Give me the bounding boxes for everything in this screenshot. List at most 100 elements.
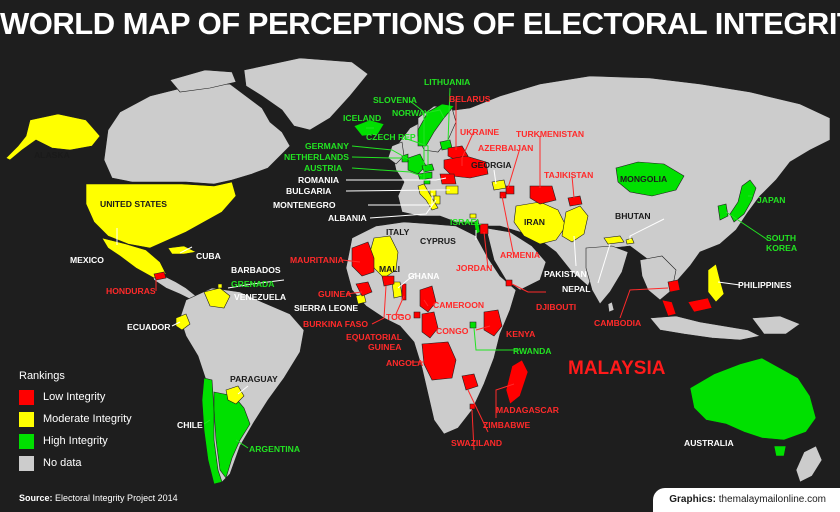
label-turkmenistan: TURKMENISTAN [516,129,584,139]
label-norway: NORWAY [392,108,430,118]
label-congo: CONGO [436,326,469,336]
new-zealand-shape [795,445,823,483]
credit-prefix: Graphics: [669,494,716,505]
label-equatorial-guinea-2: GUINEA [368,342,401,352]
label-burkina-faso: BURKINA FASO [303,319,368,329]
label-alaska: ALASKA [34,150,70,160]
label-swaziland: SWAZILAND [451,438,502,448]
cyprus-shape [469,213,477,219]
label-iceland: ICELAND [343,113,381,123]
label-japan: JAPAN [757,195,786,205]
label-azerbaijan: AZERBAIJAN [478,143,533,153]
label-cambodia: CAMBODIA [594,318,641,328]
equatorial-guinea-shape [413,311,421,319]
united-states-shape [85,181,237,249]
label-paraguay: PARAGUAY [230,374,278,384]
zimbabwe-shape [461,373,479,391]
label-australia: AUSTRALIA [684,438,734,448]
label-bulgaria: BULGARIA [286,186,331,196]
legend-swatch-moderate [19,411,34,427]
legend-item-low: Low Integrity [19,386,132,408]
sri-lanka-shape [607,301,615,313]
label-armenia: ARMENIA [500,250,540,260]
label-jordan: JORDAN [456,263,492,273]
cuba-shape [167,245,197,255]
legend-item-moderate: Moderate Integrity [19,408,132,430]
source-prefix: Source: [19,493,53,503]
label-sierra-leone: SIERRA LEONE [294,303,358,313]
legend-label-moderate: Moderate Integrity [43,413,132,425]
label-georgia: GEORGIA [471,160,512,170]
cameroon-shape [419,285,437,313]
label-honduras: HONDURAS [106,286,156,296]
label-ecuador: ECUADOR [127,322,171,332]
page-title: WORLD MAP OF PERCEPTIONS OF ELECTORAL IN… [0,6,840,41]
label-argentina: ARGENTINA [249,444,300,454]
mauritania-shape [351,241,375,277]
label-nepal: NEPAL [562,284,591,294]
armenia-shape [499,191,507,199]
jordan-shape [479,223,489,235]
country-labels: ALASKA UNITED STATES MEXICO CUBA HONDURA… [34,77,797,454]
arctic-islands-shape [169,69,237,93]
germany-shape [407,153,427,175]
paraguay-shape [225,385,245,405]
label-cameroon: CAMEROON [433,300,484,310]
label-zimbabwe: ZIMBABWE [483,420,531,430]
legend-item-no-data: No data [19,452,132,474]
label-venezuela: VENEZUELA [234,292,286,302]
leader-lines [116,87,769,451]
label-cyprus: CYPRUS [420,236,456,246]
togo-shape [401,283,407,301]
label-israel: ISRAEL [450,217,482,227]
label-romania: ROMANIA [298,175,339,185]
label-belarus: BELARUS [449,94,491,104]
malaysia-borneo-shape [687,297,713,313]
label-philippines: PHILIPPINES [738,280,792,290]
philippines-shape [707,263,725,303]
tasmania-shape [773,445,787,457]
label-bhutan: BHUTAN [615,211,651,221]
new-guinea-shape [751,315,801,335]
grenada-shape [217,283,223,289]
label-tajikistan: TAJIKISTAN [544,170,593,180]
legend-swatch-high [19,433,34,449]
label-lithuania: LITHUANIA [424,77,470,87]
label-guinea: GUINEA [318,289,351,299]
azerbaijan-shape [505,185,515,195]
congo-shape [421,311,439,339]
arabia-shape [485,227,547,291]
legend-label-high: High Integrity [43,435,108,447]
legend-label-low: Low Integrity [43,391,106,403]
rwanda-shape [469,321,477,329]
label-mexico: MEXICO [70,255,104,265]
label-pakistan: PAKISTAN [544,269,587,279]
label-mali: MALI [379,264,400,274]
label-south-korea-2: KOREA [766,243,797,253]
legend: Rankings Low Integrity Moderate Integrit… [19,370,132,474]
label-slovenia: SLOVENIA [373,95,417,105]
source-note: Source: Electoral Integrity Project 2014 [19,493,178,503]
angola-shape [421,341,457,381]
djibouti-shape [505,279,513,287]
indonesia-shape [649,315,761,341]
swaziland-shape [469,403,476,410]
label-mongolia: MONGOLIA [620,174,667,184]
ukraine-shape [443,155,489,179]
label-kenya: KENYA [506,329,535,339]
label-ghana: GHANA [408,271,440,281]
label-cuba: CUBA [196,251,221,261]
romania-shape [439,173,457,185]
label-south-korea-1: SOUTH [766,233,796,243]
legend-label-no-data: No data [43,457,82,469]
label-rwanda: RWANDA [513,346,552,356]
chile-shape [201,377,223,485]
label-iran: IRAN [524,217,545,227]
label-djibouti: DJIBOUTI [536,302,576,312]
label-italy: ITALY [386,227,410,237]
credit-text: themalaymailonline.com [718,494,826,505]
tajikistan-shape [567,195,583,207]
slovenia-shape [423,179,431,185]
venezuela-shape [203,287,231,309]
source-text: Electoral Integrity Project 2014 [55,493,178,503]
